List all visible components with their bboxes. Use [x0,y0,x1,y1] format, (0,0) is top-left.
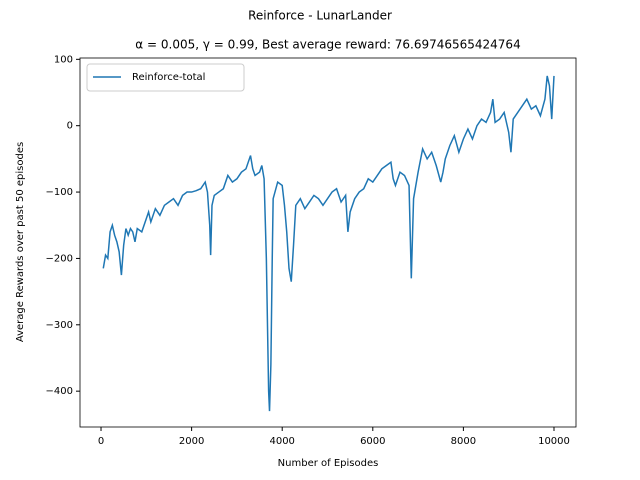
y-tick-label: −300 [46,320,73,331]
x-tick-label: 2000 [179,436,204,447]
x-tick-label: 6000 [360,436,385,447]
legend-box [86,63,245,92]
x-axis-label: Number of Episodes [278,458,379,469]
y-axis-label: Average Rewards over past 50 episodes [15,142,26,342]
axes-frame [79,57,577,428]
y-tick-label: −100 [46,187,73,198]
y-tick-label: −400 [46,386,73,397]
y-tick-label: −200 [46,253,73,264]
chart-subtitle: α = 0.005, γ = 0.99, Best average reward… [135,38,520,52]
x-tick-label: 8000 [451,436,476,447]
legend-label: Reinforce-total [132,72,205,83]
x-tick-label: 4000 [269,436,294,447]
x-tick-label: 10000 [538,436,570,447]
y-tick-label: 0 [67,121,73,132]
x-tick-label: 0 [98,436,104,447]
data-line [102,75,555,412]
y-tick-label: 100 [54,54,73,65]
chart-title: Reinforce - LunarLander [248,9,392,23]
